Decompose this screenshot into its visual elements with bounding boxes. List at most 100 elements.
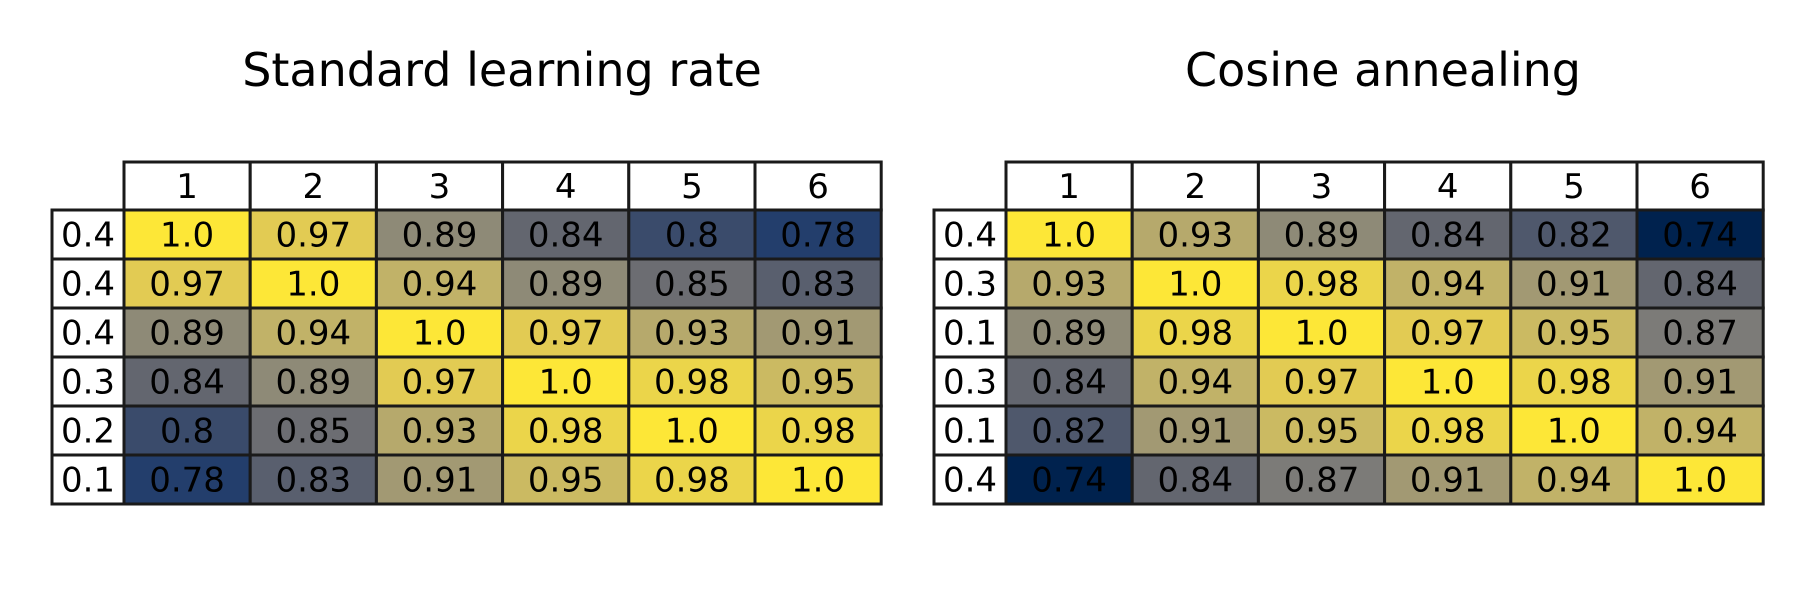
- cell-value: 0.91: [402, 461, 478, 501]
- value-cell: [1130, 453, 1260, 506]
- cell-value: 0.89: [402, 216, 478, 256]
- column-header: 2: [1184, 167, 1206, 207]
- column-header: 5: [1563, 167, 1585, 207]
- cell-value: 0.82: [1536, 216, 1612, 256]
- cell-value: 0.87: [1662, 314, 1738, 354]
- value-cell: [1004, 355, 1134, 408]
- row-label-cell: [932, 208, 1008, 261]
- cell-value: 0.94: [402, 265, 478, 305]
- value-cell: [1383, 257, 1513, 310]
- row-label: 0.4: [61, 216, 115, 256]
- value-cell: [1383, 453, 1513, 506]
- cell-value: 0.89: [1284, 216, 1360, 256]
- value-cell: [122, 404, 252, 457]
- column-header: 1: [1058, 167, 1080, 207]
- value-cell: [753, 257, 883, 310]
- cell-value: 0.94: [275, 314, 351, 354]
- value-cell: [1383, 306, 1513, 359]
- cell-value: 0.85: [654, 265, 730, 305]
- value-cell: [1004, 208, 1134, 261]
- cell-value: 0.82: [1031, 412, 1107, 452]
- column-header-cell: [1256, 160, 1387, 212]
- row-label: 0.1: [61, 461, 115, 501]
- cell-value: 0.97: [1410, 314, 1486, 354]
- cell-value: 1.0: [1673, 461, 1727, 501]
- column-header: 1: [176, 167, 198, 207]
- cell-value: 0.98: [1284, 265, 1360, 305]
- value-cell: [1130, 257, 1260, 310]
- cell-value: 0.74: [1031, 461, 1107, 501]
- cell-value: 0.95: [528, 461, 604, 501]
- cell-value: 0.89: [149, 314, 225, 354]
- value-cell: [374, 208, 505, 261]
- column-header: 6: [1689, 167, 1711, 207]
- value-cell: [1635, 306, 1765, 359]
- cell-value: 0.93: [654, 314, 730, 354]
- row-label-cell: [932, 306, 1008, 359]
- column-header: 4: [555, 167, 577, 207]
- row-label: 0.3: [943, 265, 997, 305]
- cell-value: 0.78: [780, 216, 856, 256]
- column-header: 3: [429, 167, 451, 207]
- chart-title: Cosine annealing: [1185, 43, 1581, 97]
- row-label: 0.3: [943, 363, 997, 403]
- cell-value: 0.84: [1031, 363, 1107, 403]
- cell-value: 0.98: [1410, 412, 1486, 452]
- cell-value: 0.84: [149, 363, 225, 403]
- cell-value: 0.91: [1410, 461, 1486, 501]
- cell-value: 0.94: [1536, 461, 1612, 501]
- value-cell: [248, 306, 378, 359]
- cell-value: 0.91: [1536, 265, 1612, 305]
- cell-value: 0.98: [780, 412, 856, 452]
- row-label: 0.4: [61, 314, 115, 354]
- value-cell: [1256, 453, 1387, 506]
- cell-value: 0.94: [1410, 265, 1486, 305]
- row-label-cell: [50, 453, 126, 506]
- value-cell: [501, 453, 631, 506]
- cell-value: 0.91: [780, 314, 856, 354]
- cell-value: 0.93: [402, 412, 478, 452]
- row-label: 0.1: [943, 314, 997, 354]
- cell-value: 0.78: [149, 461, 225, 501]
- row-label: 0.4: [943, 461, 997, 501]
- value-cell: [1256, 306, 1387, 359]
- cell-value: 1.0: [1547, 412, 1601, 452]
- cell-value: 1.0: [1294, 314, 1348, 354]
- cell-value: 0.8: [160, 412, 214, 452]
- cell-value: 0.8: [665, 216, 719, 256]
- cell-value: 0.93: [1157, 216, 1233, 256]
- cell-value: 0.98: [654, 363, 730, 403]
- column-header: 3: [1311, 167, 1333, 207]
- column-header: 2: [302, 167, 324, 207]
- cell-value: 0.91: [1662, 363, 1738, 403]
- value-cell: [122, 208, 252, 261]
- cell-value: 0.84: [1662, 265, 1738, 305]
- cell-value: 0.98: [654, 461, 730, 501]
- column-header-cell: [1635, 160, 1765, 212]
- value-cell: [1635, 257, 1765, 310]
- value-cell: [753, 306, 883, 359]
- value-cell: [1509, 257, 1639, 310]
- value-cell: [122, 306, 252, 359]
- cell-value: 0.97: [275, 216, 351, 256]
- cell-value: 1.0: [665, 412, 719, 452]
- value-cell: [248, 404, 378, 457]
- cell-value: 1.0: [791, 461, 845, 501]
- value-cell: [1509, 306, 1639, 359]
- value-cell: [248, 257, 378, 310]
- value-cell: [1130, 355, 1260, 408]
- cell-value: 1.0: [160, 216, 214, 256]
- cell-value: 0.93: [1031, 265, 1107, 305]
- cell-value: 1.0: [1042, 216, 1096, 256]
- cell-value: 0.95: [1536, 314, 1612, 354]
- value-cell: [627, 257, 757, 310]
- value-cell: [1635, 208, 1765, 261]
- cell-value: 0.98: [528, 412, 604, 452]
- row-label: 0.4: [943, 216, 997, 256]
- row-label: 0.4: [61, 265, 115, 305]
- row-label: 0.3: [61, 363, 115, 403]
- cell-value: 0.89: [528, 265, 604, 305]
- column-header-cell: [753, 160, 883, 212]
- value-cell: [753, 453, 883, 506]
